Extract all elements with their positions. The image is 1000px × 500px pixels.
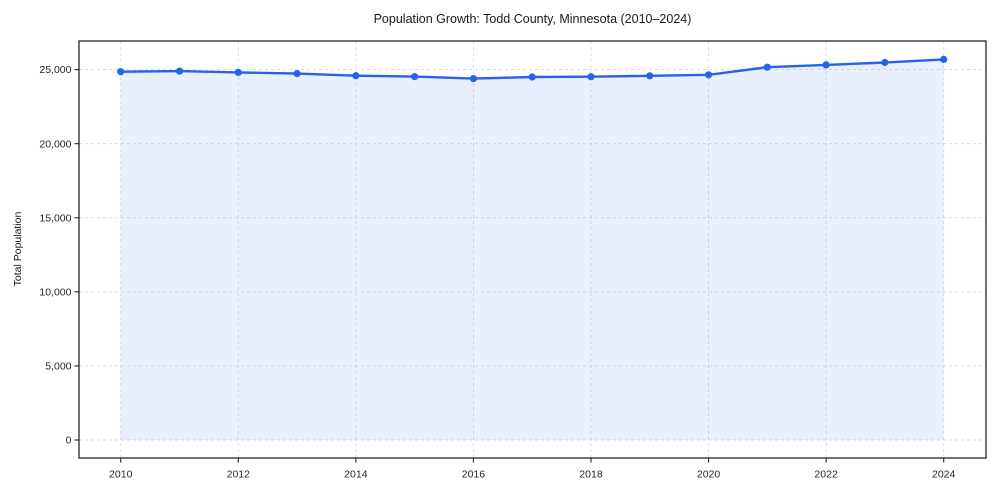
y-tick-label: 15,000: [39, 212, 71, 224]
data-point-2024: [940, 55, 948, 64]
x-tick-label: 2012: [227, 469, 251, 481]
data-point-2017: [528, 73, 536, 81]
x-tick-label: 2022: [814, 469, 838, 481]
data-point-2023: [881, 58, 889, 67]
x-tick-label: 2014: [344, 469, 368, 481]
data-point-2020: [705, 71, 713, 79]
data-point-2022: [822, 61, 830, 69]
data-point-2011: [175, 67, 184, 75]
x-tick-label: 2010: [109, 469, 133, 481]
plot-frame: [78, 40, 987, 459]
y-tick-label: 10,000: [39, 286, 71, 298]
x-tick-label: 2018: [579, 469, 603, 481]
data-point-2018: [587, 73, 595, 81]
data-point-2016: [469, 75, 477, 83]
y-tick-label: 0: [66, 435, 72, 447]
chart-title: Population Growth: Todd County, Minnesot…: [373, 12, 692, 26]
data-point-2021: [763, 63, 771, 71]
data-point-2014: [352, 72, 360, 80]
data-point-2010: [117, 68, 125, 76]
area-fill: [120, 59, 944, 441]
y-tick-label: 20,000: [39, 138, 71, 150]
data-point-2019: [646, 72, 654, 80]
data-point-2015: [411, 73, 419, 81]
data-point-2012: [234, 68, 242, 76]
x-tick-label: 2020: [697, 469, 721, 481]
data-point-2013: [293, 70, 301, 78]
x-tick-label: 2016: [462, 469, 486, 481]
x-tick-label: 2024: [932, 469, 956, 481]
y-tick-label: 5,000: [45, 361, 71, 373]
y-tick-label: 25,000: [39, 64, 71, 76]
